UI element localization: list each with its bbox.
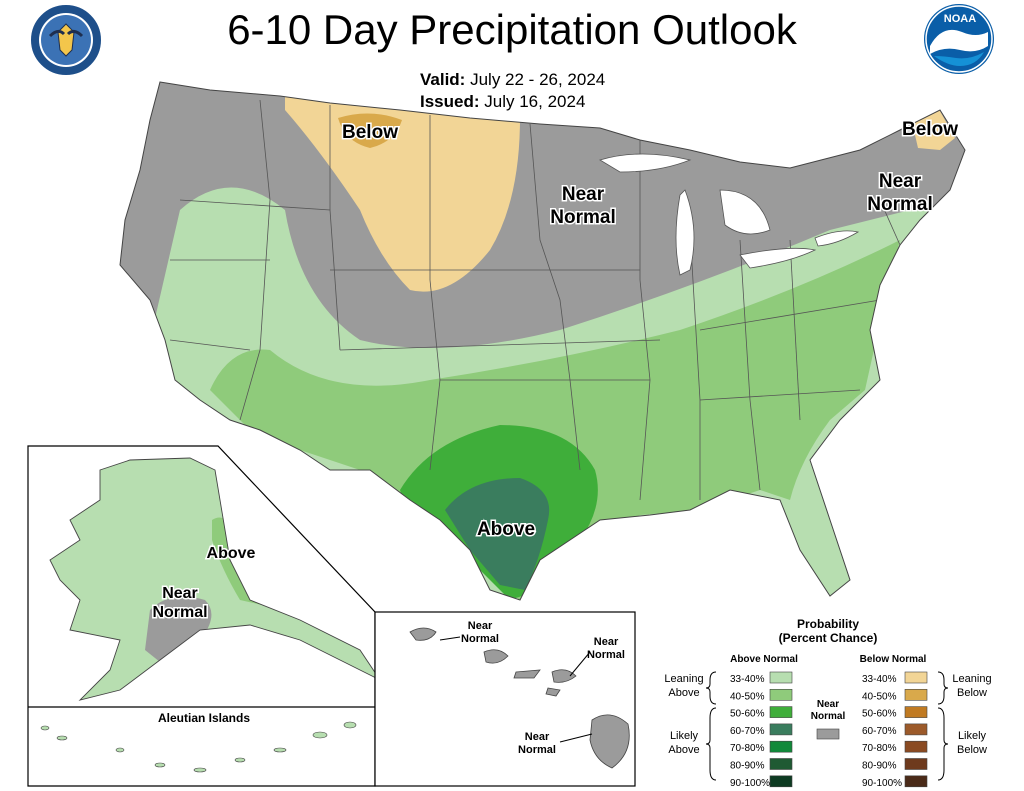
hawaii-pointer-2 [569, 651, 591, 677]
legend-brace-likely-below [937, 707, 949, 781]
legend-likely-below-2: Below [957, 744, 987, 756]
legend-below-swatch-4 [904, 740, 928, 753]
legend-above-range-0: 33-40% [730, 674, 765, 685]
noaa-wordmark: NOAA [944, 13, 976, 25]
legend-leaning-below-1: Leaning [952, 673, 991, 685]
legend-above-range-6: 90-100% [730, 778, 770, 789]
legend-above-range-3: 60-70% [730, 726, 765, 737]
legend-below-range-6: 90-100% [862, 778, 902, 789]
legend-below-swatch-5 [904, 758, 928, 770]
conus-outline [119, 81, 966, 601]
alaska-outline [49, 457, 382, 701]
noaa-logo-icon [924, 4, 994, 74]
legend-brace-leaning-above [705, 671, 717, 705]
hawaii-inset-box [374, 611, 636, 787]
label-alaska-above: Above [207, 545, 256, 562]
legend-below-range-3: 60-70% [862, 726, 897, 737]
label-below-west: Below [342, 122, 398, 143]
legend-title-2: (Percent Chance) [779, 631, 878, 645]
issued-label: Issued: [420, 92, 480, 111]
legend-above-swatch-3 [769, 723, 793, 736]
legend-leaning-above-1: Leaning [664, 673, 703, 685]
hawaii-islands [409, 627, 630, 769]
legend-leaning-above-2: Above [668, 687, 699, 699]
legend-above-range-1: 40-50% [730, 691, 765, 702]
aleutian-chain [40, 721, 357, 773]
legend-below-header: Below Normal [860, 654, 927, 665]
alaska-near-region [145, 596, 212, 670]
legend-near-swatch [816, 728, 840, 740]
legend-below-swatch-6 [904, 775, 928, 788]
legend-likely-below-1: Likely [958, 730, 987, 742]
legend-below-swatch-0 [904, 671, 928, 684]
label-hawaii-near-1b: Normal [461, 633, 499, 645]
commerce-seal-icon [29, 3, 103, 77]
legend-above-swatch-4 [769, 740, 793, 753]
label-below-east: Below [902, 119, 958, 140]
label-hawaii-near-2a: Near [594, 636, 619, 648]
label-above-conus: Above [477, 519, 535, 540]
legend-below-range-5: 80-90% [862, 761, 897, 772]
legend-above-swatch-2 [769, 706, 793, 718]
label-hawaii-near-3a: Near [525, 731, 550, 743]
hawaii-pointer-3 [559, 733, 593, 743]
legend-brace-likely-above [705, 707, 717, 781]
label-hawaii-near-2b: Normal [587, 649, 625, 661]
label-alaska-near-1: Near [162, 585, 198, 602]
legend-leaning-below-2: Below [957, 687, 987, 699]
noaa-wordmark-icon: NOAA [944, 13, 976, 25]
label-aleutian-islands: Aleutian Islands [158, 711, 250, 725]
legend-above-rows: 33-40% 40-50% 50-60% 60-70% 70-80% 80-90% 90-1… [730, 671, 793, 789]
legend-likely-above-2: Above [668, 744, 699, 756]
legend-below-swatch-2 [904, 706, 928, 718]
legend-above-swatch-5 [769, 758, 793, 770]
page-title: 6-10 Day Precipitation Outlook [227, 6, 797, 53]
above-40-region [210, 240, 900, 600]
label-hawaii-near-3b: Normal [518, 744, 556, 756]
issued-value: July 16, 2024 [484, 92, 586, 111]
label-near-mid-2: Normal [550, 207, 615, 228]
legend-above-header: Above Normal [730, 654, 798, 665]
legend-below-swatch-1 [904, 688, 928, 701]
state-boundaries [169, 99, 901, 501]
great-lakes [599, 153, 860, 276]
legend-above-range-4: 70-80% [730, 743, 765, 754]
legend-below-range-1: 40-50% [862, 691, 897, 702]
legend-above-swatch-1 [769, 688, 793, 701]
label-alaska-near-2: Normal [152, 604, 207, 621]
legend-above-swatch-0 [769, 671, 793, 684]
legend-near-label-1: Near [817, 699, 839, 710]
label-near-mid-1: Near [562, 184, 605, 205]
legend-above-range-5: 80-90% [730, 761, 765, 772]
below-33-region-west [285, 96, 520, 292]
legend: Probability (Percent Chance) Above Norma… [664, 617, 991, 789]
legend-near-label-2: Normal [811, 711, 846, 722]
valid-dates: Valid: July 22 - 26, 2024 [420, 70, 605, 90]
valid-value: July 22 - 26, 2024 [470, 70, 606, 89]
legend-below-rows: 33-40% 40-50% 50-60% 60-70% 70-80% 80-90% 90-1… [862, 671, 928, 789]
issued-date: Issued: July 16, 2024 [420, 92, 585, 112]
label-near-ne-2: Normal [867, 194, 932, 215]
above-60-region [445, 478, 550, 590]
hawaii-pointer-1 [439, 636, 461, 641]
legend-brace-leaning-below [937, 671, 949, 705]
legend-above-swatch-6 [769, 775, 793, 788]
label-hawaii-near-1a: Near [468, 620, 493, 632]
legend-likely-above-1: Likely [670, 730, 699, 742]
legend-below-range-0: 33-40% [862, 674, 897, 685]
legend-below-range-2: 50-60% [862, 709, 897, 720]
below-40-region-west [338, 113, 402, 148]
legend-below-swatch-3 [904, 723, 928, 736]
legend-above-range-2: 50-60% [730, 709, 765, 720]
label-near-ne-1: Near [879, 171, 922, 192]
legend-below-range-4: 70-80% [862, 743, 897, 754]
valid-label: Valid: [420, 70, 466, 89]
legend-title-1: Probability [797, 617, 859, 631]
